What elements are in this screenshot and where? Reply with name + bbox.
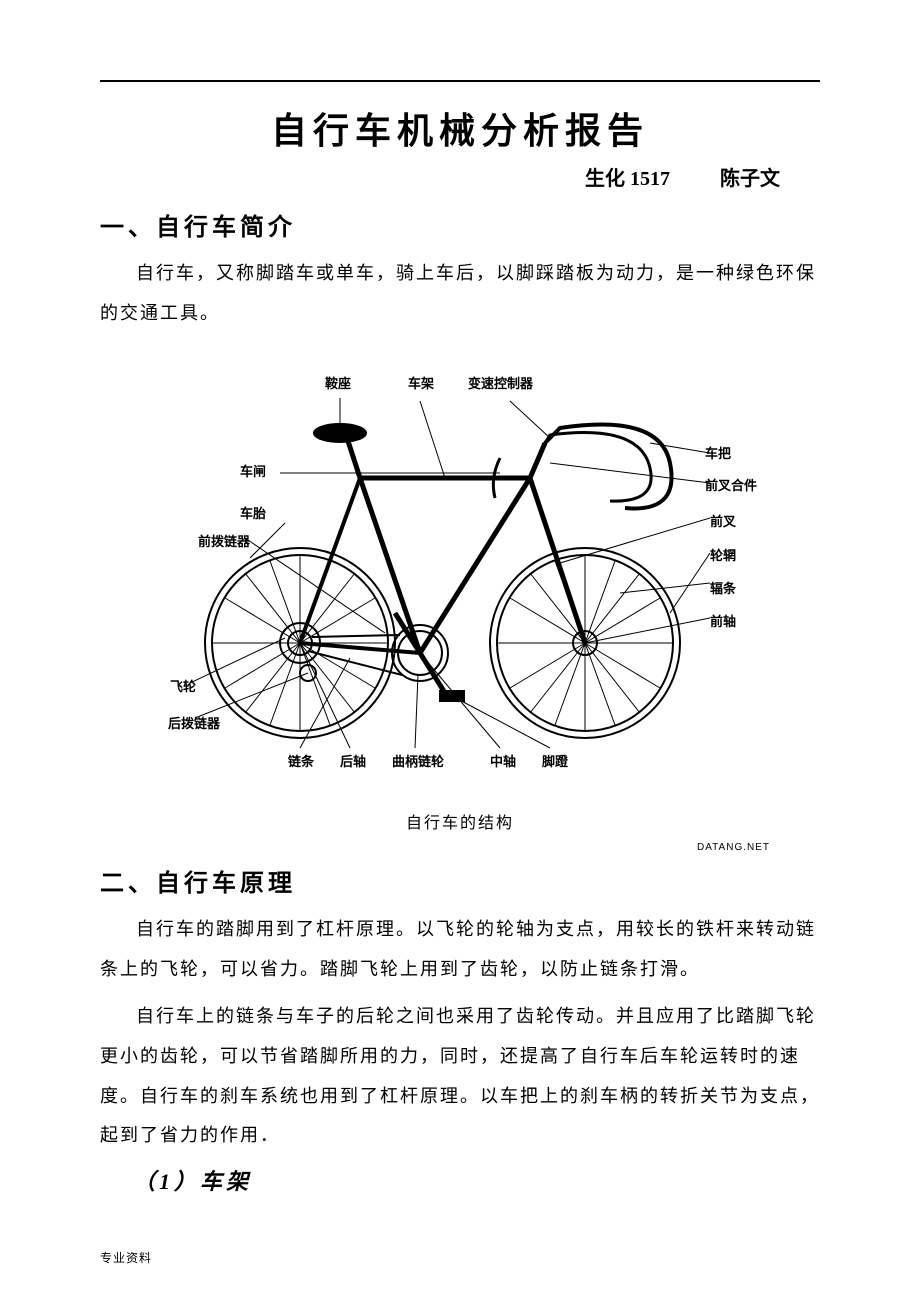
label-qianchahe: 前叉合件	[705, 475, 757, 494]
bicycle-figure: 鞍座 车架 变速控制器 车闸 车胎 前拨链器 车把 前叉合件 前叉 轮辋 辐条 …	[150, 363, 770, 833]
section-2-heading: 二、自行车原理	[100, 863, 820, 898]
label-feilun: 飞轮	[170, 676, 196, 695]
label-qubing: 曲柄链轮	[392, 751, 444, 770]
section-1-heading: 一、自行车简介	[100, 207, 820, 242]
label-biansu: 变速控制器	[468, 373, 533, 392]
bicycle-svg	[190, 383, 710, 753]
bicycle-diagram-box: 鞍座 车架 变速控制器 车闸 车胎 前拨链器 车把 前叉合件 前叉 轮辋 辐条 …	[150, 363, 770, 803]
label-chejia: 车架	[408, 373, 434, 392]
label-qianzhou: 前轴	[710, 611, 736, 630]
author-class: 生化 1517	[585, 168, 670, 190]
label-futiao: 辐条	[710, 578, 736, 597]
author-line: 生化 1517 陈子文	[100, 162, 820, 191]
label-anzuo: 鞍座	[325, 373, 351, 392]
label-lunwang: 轮辋	[710, 545, 736, 564]
footer-text: 专业资料	[100, 1249, 152, 1266]
section-2-para-1: 自行车的踏脚用到了杠杆原理。以飞轮的轮轴为支点，用较长的铁杆来转动链条上的飞轮，…	[100, 910, 820, 989]
section-1-para-1: 自行车，又称脚踏车或单车，骑上车后，以脚踩踏板为动力，是一种绿色环保的交通工具。	[100, 254, 820, 333]
label-cheba: 车把	[705, 443, 731, 462]
page-title: 自行车机械分析报告	[100, 102, 820, 154]
label-houbolian: 后拨链器	[168, 713, 220, 732]
label-qianbolian: 前拨链器	[198, 531, 250, 550]
top-rule	[100, 80, 820, 82]
figure-credit: DATANG.NET	[697, 842, 770, 853]
label-zhongzhou: 中轴	[490, 751, 516, 770]
label-chezha: 车闸	[240, 461, 266, 480]
label-liantiao: 链条	[288, 751, 314, 770]
figure-caption: 自行车的结构	[150, 809, 770, 833]
label-houzhou: 后轴	[340, 751, 366, 770]
subsection-1-heading: （1）车架	[133, 1164, 820, 1196]
label-chetai: 车胎	[240, 503, 266, 522]
section-2-para-2: 自行车上的链条与车子的后轮之间也采用了齿轮传动。并且应用了比踏脚飞轮更小的齿轮，…	[100, 997, 820, 1155]
author-name: 陈子文	[720, 168, 780, 190]
label-qiancha: 前叉	[710, 511, 736, 530]
label-jiaodeng: 脚蹬	[542, 751, 568, 770]
